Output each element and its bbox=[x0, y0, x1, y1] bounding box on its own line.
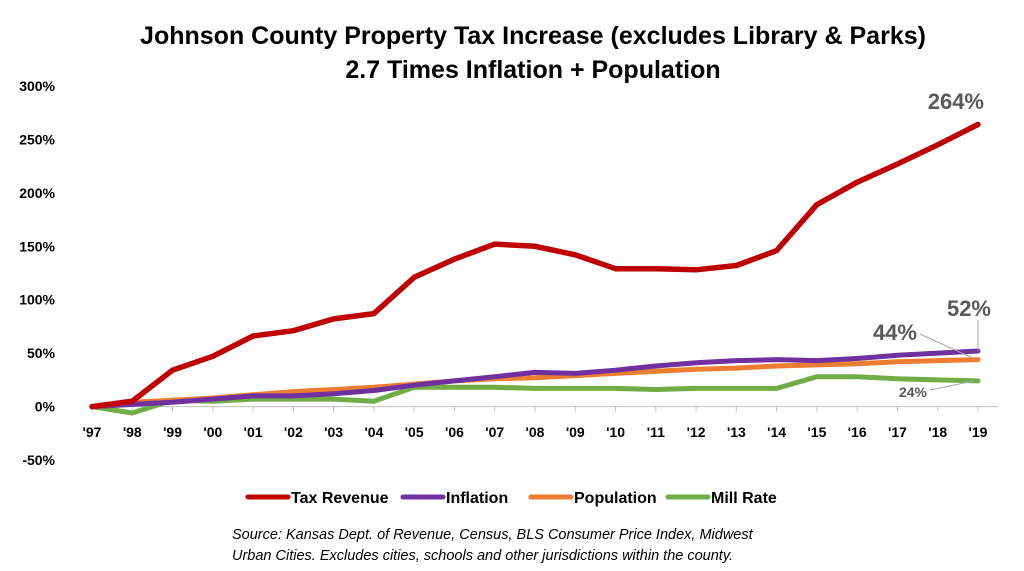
x-tick-label: '06 bbox=[445, 424, 464, 440]
y-tick-label: 50% bbox=[27, 345, 56, 361]
series-line-tax-revenue bbox=[89, 121, 981, 410]
annotation-leaders bbox=[919, 320, 979, 391]
y-tick-label: 200% bbox=[19, 185, 55, 201]
x-tick-label: '01 bbox=[244, 424, 263, 440]
x-tick-label: '14 bbox=[767, 424, 786, 440]
x-tick-label: '19 bbox=[969, 424, 988, 440]
x-tick-label: '17 bbox=[888, 424, 907, 440]
y-tick-label: 300% bbox=[19, 78, 55, 94]
series-line-inflation bbox=[89, 348, 981, 410]
population-leader bbox=[919, 333, 975, 360]
population-end-label: 44% bbox=[873, 320, 917, 345]
x-tick-label: '18 bbox=[928, 424, 947, 440]
x-tick-label: '08 bbox=[526, 424, 545, 440]
y-tick-label: 250% bbox=[19, 131, 55, 147]
legend-label-inflation: Inflation bbox=[446, 490, 508, 507]
chart-subtitle: 2.7 Times Inflation + Population bbox=[345, 56, 720, 84]
series-line-mill-rate bbox=[89, 374, 981, 416]
legend-label-population: Population bbox=[574, 490, 657, 507]
x-tick-label: '98 bbox=[123, 424, 142, 440]
x-tick-label: '15 bbox=[807, 424, 826, 440]
x-tick-label: '07 bbox=[485, 424, 504, 440]
source-line-2: Urban Cities. Excludes cities, schools a… bbox=[232, 548, 734, 564]
x-tick-label: '00 bbox=[203, 424, 222, 440]
x-tick-label: '10 bbox=[606, 424, 625, 440]
y-axis-ticks: 300% 250% 200% 150% 100% 50% 0% -50% bbox=[19, 78, 55, 468]
legend: Tax Revenue Inflation Population Mill Rate bbox=[245, 490, 777, 507]
series-lines bbox=[89, 121, 981, 416]
inflation-end-label: 52% bbox=[947, 296, 991, 321]
legend-label-mill-rate: Mill Rate bbox=[711, 490, 777, 507]
x-tick-label: '03 bbox=[324, 424, 343, 440]
x-tick-label: '99 bbox=[163, 424, 182, 440]
y-tick-label: 0% bbox=[35, 399, 56, 415]
x-axis-ticks: '97 '98 '99 '00 '01 '02 '03 '04 '05 '06 '07 '08 '09 '… bbox=[83, 406, 988, 440]
x-tick-label: '04 bbox=[364, 424, 383, 440]
chart-title: Johnson County Property Tax Increase (ex… bbox=[140, 22, 926, 50]
mill-rate-leader bbox=[929, 380, 975, 391]
x-tick-label: '11 bbox=[647, 424, 665, 440]
source-line-1: Source: Kansas Dept. of Revenue, Census,… bbox=[232, 527, 753, 543]
x-tick-label: '16 bbox=[848, 424, 867, 440]
x-tick-label: '12 bbox=[687, 424, 706, 440]
x-tick-label: '09 bbox=[566, 424, 585, 440]
mill-rate-end-label: 24% bbox=[899, 384, 928, 400]
y-tick-label: 150% bbox=[19, 238, 55, 254]
y-tick-label: 100% bbox=[19, 292, 55, 308]
tax-revenue-end-label: 264% bbox=[928, 89, 984, 114]
source-note: Source: Kansas Dept. of Revenue, Census,… bbox=[232, 525, 832, 567]
x-tick-label: '02 bbox=[284, 424, 303, 440]
x-tick-label: '97 bbox=[83, 424, 102, 440]
legend-label-tax-revenue: Tax Revenue bbox=[291, 490, 389, 507]
y-tick-label: -50% bbox=[22, 452, 55, 468]
x-tick-label: '13 bbox=[727, 424, 746, 440]
x-tick-label: '05 bbox=[405, 424, 424, 440]
